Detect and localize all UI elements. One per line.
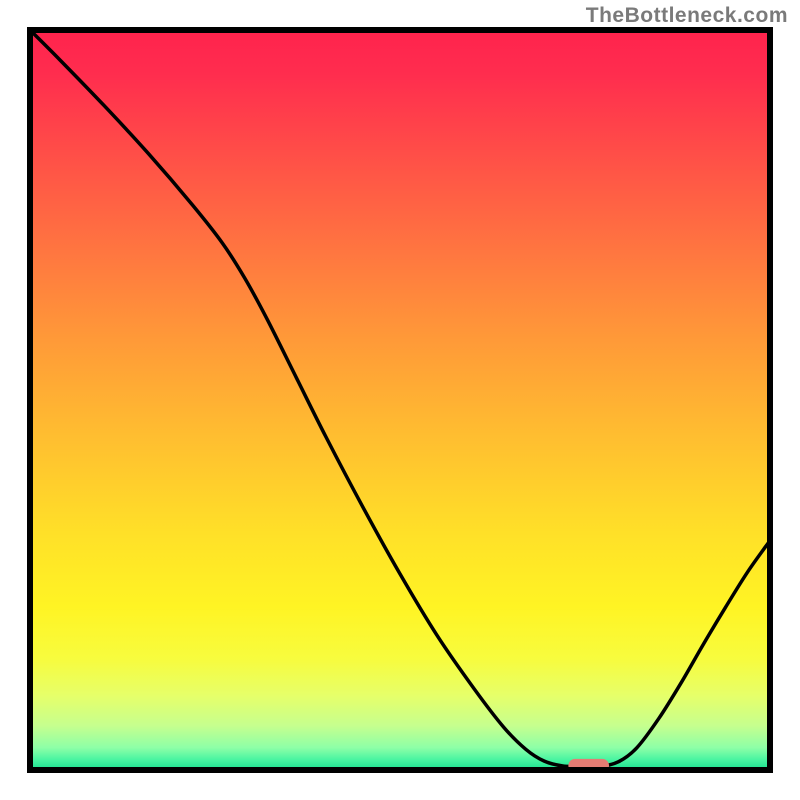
bottleneck-curve-chart bbox=[0, 0, 800, 800]
chart-frame: { "watermark": { "text": "TheBottleneck.… bbox=[0, 0, 800, 800]
gradient-background bbox=[30, 30, 770, 770]
watermark-text: TheBottleneck.com bbox=[586, 4, 788, 28]
